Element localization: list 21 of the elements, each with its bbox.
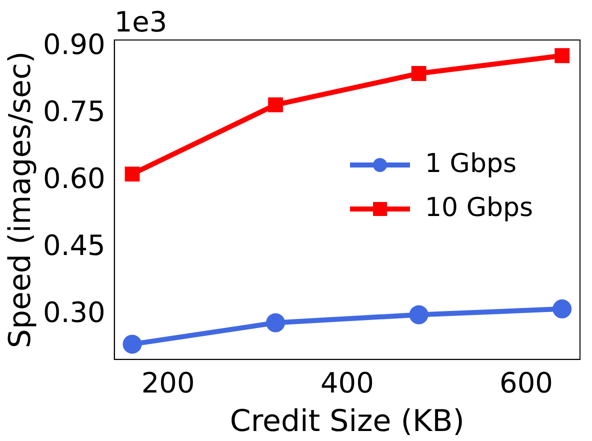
point <box>266 313 286 332</box>
text: 1e3 <box>114 5 168 38</box>
x-tick-label: 600 <box>500 366 553 400</box>
x-tick-label: 200 <box>141 366 195 400</box>
x-axis-title: Credit Size (KB) <box>230 404 464 439</box>
legend-label: 1 Gbps <box>425 148 517 179</box>
y-tick-label: 0.30 <box>43 296 106 330</box>
point <box>411 66 426 81</box>
y-tick-label: 0.75 <box>43 94 106 128</box>
point <box>409 305 428 324</box>
y-tick-label: 0.45 <box>43 229 106 262</box>
point <box>554 48 570 64</box>
point <box>552 299 572 318</box>
legend-label: 10 Gbps <box>425 192 534 223</box>
point <box>268 97 283 112</box>
point <box>124 166 140 182</box>
y-tick-label: 0.90 <box>43 28 106 61</box>
x-tick-label: 400 <box>320 366 374 400</box>
point <box>122 334 142 354</box>
y-tick-label: 0.60 <box>43 162 106 195</box>
y-axis-title: Speed (images/sec) <box>2 51 38 348</box>
